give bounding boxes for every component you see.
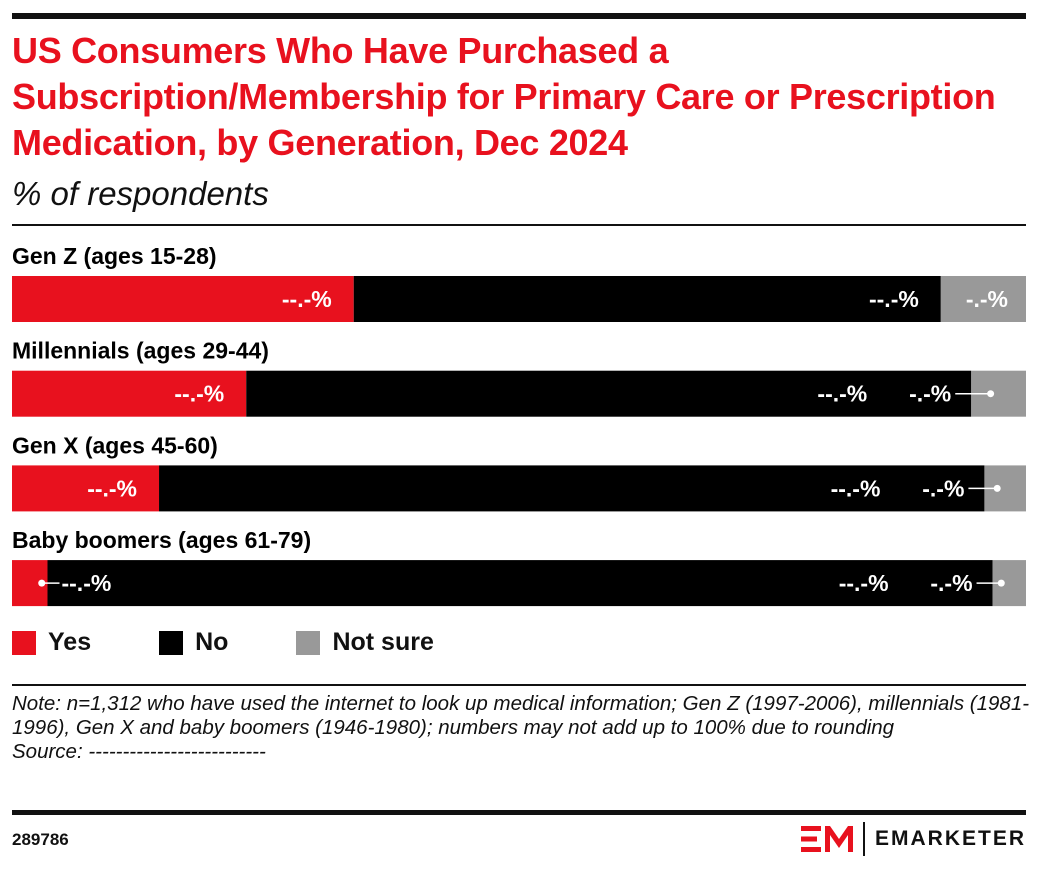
chart-legend: Yes No Not sure xyxy=(12,628,502,657)
value-label-yes: --.-% xyxy=(61,570,111,596)
bar-no xyxy=(353,276,941,322)
em-logo-icon xyxy=(800,826,853,852)
value-label-yes: --.-% xyxy=(87,475,137,501)
category-label: Gen Z (ages 15-28) xyxy=(12,243,217,269)
legend-label: Yes xyxy=(48,628,92,656)
chart-id: 289786 xyxy=(12,830,69,849)
value-label-yes: --.-% xyxy=(174,381,224,407)
category-label: Gen X (ages 45-60) xyxy=(12,432,218,458)
value-label-yes: --.-% xyxy=(282,286,332,312)
value-label-not-sure: -.-% xyxy=(922,475,964,501)
not-sure-label-dot xyxy=(987,390,995,398)
chart-subtitle: % of respondents xyxy=(12,175,269,212)
value-label-no: --.-% xyxy=(831,475,881,501)
value-label-no: --.-% xyxy=(839,570,889,596)
note-divider xyxy=(12,684,1026,686)
note-block: Note: n=1,312 who have used the internet… xyxy=(12,692,1032,764)
source-text: Source: -------------------------- xyxy=(12,740,266,763)
legend-item-yes: Yes xyxy=(12,628,91,657)
value-label-not-sure: -.-% xyxy=(966,286,1008,312)
emarketer-logo: EMARKETER xyxy=(800,822,1026,856)
value-label-not-sure: -.-% xyxy=(930,570,972,596)
category-label: Millennials (ages 29-44) xyxy=(12,338,269,364)
legend-swatch xyxy=(296,630,321,655)
category-label: Baby boomers (ages 61-79) xyxy=(12,527,311,553)
bar-yes xyxy=(12,370,247,417)
brand-name: EMARKETER xyxy=(874,827,1026,850)
bar-not-sure xyxy=(940,276,1026,322)
legend-swatch xyxy=(12,630,36,655)
chart-title: US Consumers Who Have Purchased a Subscr… xyxy=(12,30,996,163)
not-sure-label-dot xyxy=(993,484,1001,492)
value-label-not-sure: -.-% xyxy=(909,381,951,407)
not-sure-label-dot xyxy=(997,579,1005,587)
bottom-rule xyxy=(12,810,1026,815)
top-rule xyxy=(12,13,1026,19)
value-label-no: --.-% xyxy=(869,286,919,312)
bar-no xyxy=(246,370,972,417)
legend-item-not-sure: Not sure xyxy=(296,628,434,657)
bar-yes xyxy=(12,465,160,512)
yes-label-dot xyxy=(38,579,46,587)
legend-label: No xyxy=(195,628,229,656)
legend-item-no: No xyxy=(159,628,228,657)
legend-label: Not sure xyxy=(332,628,434,656)
stacked-bar-chart: Gen Z (ages 15-28) --.-% -.-% --.-% Millenni… xyxy=(12,243,1026,607)
bar-no xyxy=(159,465,985,512)
header-divider xyxy=(12,224,1026,226)
value-label-no: --.-% xyxy=(817,381,867,407)
bar-yes xyxy=(12,276,354,322)
legend-swatch xyxy=(159,630,184,655)
note-text: Note: n=1,312 who have used the internet… xyxy=(12,692,1030,739)
logo-separator xyxy=(862,822,865,856)
bar-no xyxy=(47,560,993,607)
